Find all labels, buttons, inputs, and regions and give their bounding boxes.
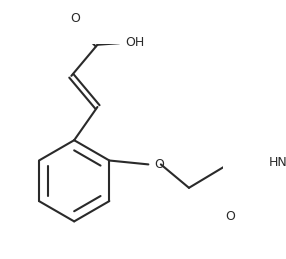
Text: O: O [70,12,80,25]
Text: O: O [225,210,235,223]
Text: OH: OH [125,36,144,49]
Text: HN: HN [269,156,286,169]
Text: O: O [155,158,164,171]
